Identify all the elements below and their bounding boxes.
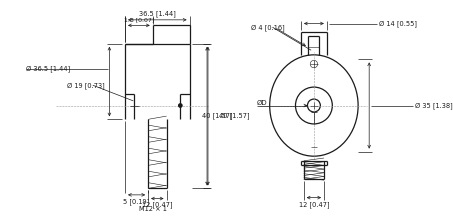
Text: 12 [0.47]: 12 [0.47]	[142, 202, 173, 208]
Text: 40 [1.57]: 40 [1.57]	[219, 113, 250, 120]
Text: Ø 14 [0.55]: Ø 14 [0.55]	[379, 20, 417, 27]
Text: M12 × 1: M12 × 1	[139, 206, 167, 212]
Text: 12 [0.47]: 12 [0.47]	[299, 202, 329, 208]
Circle shape	[178, 104, 182, 107]
Text: Ø 35 [1.38]: Ø 35 [1.38]	[415, 102, 453, 109]
Text: ØD: ØD	[257, 100, 267, 106]
Text: 36.5 [1.44]: 36.5 [1.44]	[139, 10, 176, 17]
Text: 40 [1.57]: 40 [1.57]	[202, 113, 232, 120]
Text: Ø 36.5 [1.44]: Ø 36.5 [1.44]	[26, 65, 71, 72]
Text: Ø 4 [0.16]: Ø 4 [0.16]	[251, 24, 285, 31]
Text: 5 [0.19]: 5 [0.19]	[124, 198, 149, 205]
Text: Ø 19 [0.73]: Ø 19 [0.73]	[67, 82, 105, 89]
Text: 1.8 [0.07]: 1.8 [0.07]	[124, 17, 154, 22]
